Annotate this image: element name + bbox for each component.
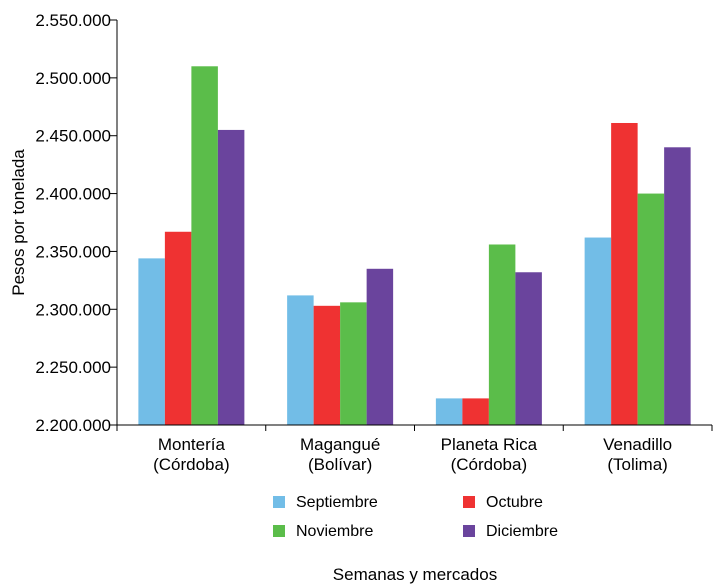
x-tick-label: Planeta Rica <box>441 435 538 454</box>
bar-septiembre-1 <box>287 295 314 425</box>
bar-septiembre-3 <box>584 237 612 425</box>
x-category-labels: Montería(Córdoba)Magangué(Bolívar)Planet… <box>116 425 713 474</box>
bar-noviembre-3 <box>637 193 665 425</box>
bar-noviembre-2 <box>488 244 516 425</box>
legend-swatch-octubre <box>463 496 475 508</box>
bar-septiembre-0 <box>138 258 165 425</box>
legend-swatch-diciembre <box>463 525 475 537</box>
legend-swatch-septiembre <box>273 496 285 508</box>
y-tick-label: 2.550.000 <box>35 11 111 30</box>
y-tick-label: 2.400.000 <box>35 185 111 204</box>
x-tick-label: Montería <box>158 435 226 454</box>
y-tick-label: 2.450.000 <box>35 127 111 146</box>
bar-noviembre-0 <box>191 66 218 425</box>
y-tick-label: 2.300.000 <box>35 300 111 319</box>
bars-group <box>138 66 691 426</box>
y-axis-title: Pesos por tonelada <box>9 149 28 296</box>
x-tick-label: (Córdoba) <box>451 455 528 474</box>
legend-label: Septiembre <box>296 494 378 511</box>
x-axis-title: Semanas y mercados <box>333 565 497 584</box>
legend-label: Diciembre <box>486 523 558 540</box>
bar-diciembre-1 <box>366 268 394 425</box>
legend-label: Octubre <box>486 494 543 511</box>
x-tick-label: Magangué <box>300 435 380 454</box>
bar-diciembre-0 <box>217 129 245 425</box>
bar-octubre-3 <box>611 122 638 426</box>
y-tick-label: 2.250.000 <box>35 358 111 377</box>
y-tick-label: 2.200.000 <box>35 416 111 435</box>
legend-label: Noviembre <box>296 523 373 540</box>
bar-octubre-2 <box>462 398 489 425</box>
x-tick-label: (Bolívar) <box>308 455 372 474</box>
y-tick-label: 2.500.000 <box>35 69 111 88</box>
y-ticks-group: 2.200.000 2.250.000 2.300.000 2.350.000 2.40… <box>35 11 117 435</box>
bar-diciembre-3 <box>664 147 691 426</box>
bar-octubre-1 <box>313 305 341 425</box>
bar-septiembre-2 <box>435 398 463 425</box>
x-tick-label: (Tolima) <box>607 455 667 474</box>
y-tick-label: 2.350.000 <box>35 242 111 261</box>
x-tick-label: Venadillo <box>603 435 672 454</box>
bar-noviembre-1 <box>340 302 367 425</box>
legend: Septiembre Octubre Noviembre Diciembre <box>273 494 558 540</box>
legend-swatch-noviembre <box>273 525 285 537</box>
bar-octubre-0 <box>164 231 192 425</box>
x-tick-label: (Córdoba) <box>153 455 230 474</box>
bar-diciembre-2 <box>515 272 542 425</box>
